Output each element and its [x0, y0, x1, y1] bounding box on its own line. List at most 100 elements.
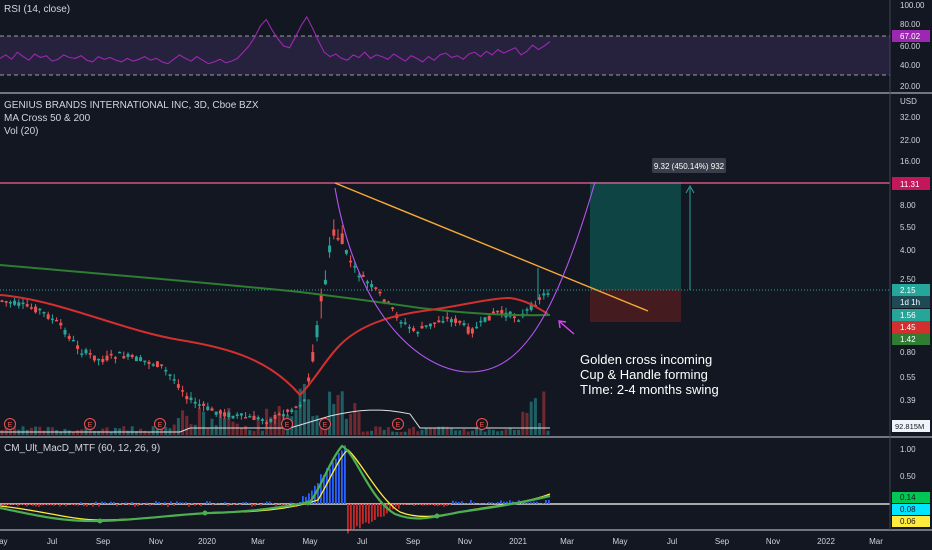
indicator-ma-cross[interactable]: MA Cross 50 & 200 — [4, 113, 91, 124]
macd-bar — [530, 502, 532, 504]
rsi-scale[interactable]: 100.00 80.00 60.00 40.00 20.00 — [900, 1, 925, 91]
candle-body — [218, 410, 222, 414]
indicator-volume[interactable]: Vol (20) — [4, 126, 39, 137]
candle-body — [479, 320, 483, 323]
macd-bar — [149, 504, 151, 506]
macd-bar — [53, 504, 55, 506]
candle-body — [21, 302, 25, 305]
candle-body — [168, 374, 172, 376]
candle-body — [164, 369, 168, 372]
price-tick: 0.39 — [900, 396, 916, 405]
volume-bar — [197, 407, 201, 435]
target-zone — [590, 182, 681, 290]
macd-bar — [143, 504, 145, 506]
volume-bar — [365, 431, 369, 435]
candle-body — [273, 414, 277, 420]
symbol-title[interactable]: GENIUS BRANDS INTERNATIONAL INC, 3D, Cbo… — [4, 100, 259, 111]
volume-bar — [218, 411, 222, 435]
earnings-marker — [84, 418, 96, 430]
macd-bar — [509, 500, 511, 504]
volume-bar — [202, 411, 206, 435]
macd-signal-line — [0, 449, 551, 521]
macd-bar — [398, 504, 400, 509]
macd-bar — [50, 504, 52, 506]
volume-bar — [529, 401, 533, 435]
macd-panel — [0, 444, 890, 534]
macd-bar — [257, 503, 259, 504]
rsi-value: 67.02 — [900, 32, 921, 41]
time-axis-label: 2020 — [198, 537, 216, 546]
macd-bar — [185, 502, 187, 504]
macd-bar — [395, 504, 397, 507]
macd-bar — [107, 503, 109, 504]
candle-body — [336, 237, 340, 240]
macd-bar — [98, 504, 100, 507]
macd-bar — [206, 501, 208, 504]
time-axis-label: Jul — [667, 537, 677, 546]
macd-bar — [173, 504, 175, 506]
candle-body — [210, 408, 214, 411]
macd-bar — [497, 502, 499, 504]
candle-body — [412, 328, 416, 331]
macd-bar — [188, 504, 190, 507]
macd-bar — [269, 501, 271, 504]
macd-title[interactable]: CM_Ult_MacD_MTF (60, 12, 26, 9) — [4, 443, 161, 454]
candle-body — [294, 406, 298, 408]
macd-bar — [542, 503, 544, 504]
candle-body — [206, 406, 210, 411]
candle-body — [378, 291, 382, 294]
volume-bar — [479, 427, 483, 435]
candle-body — [298, 404, 302, 407]
candle-body — [512, 316, 516, 319]
macd-bar — [263, 502, 265, 504]
volume-value: 92.815M — [895, 422, 924, 431]
macd-bar — [338, 452, 340, 504]
macd-bar — [347, 504, 349, 534]
volume-bar — [223, 417, 227, 435]
price-tick: 22.00 — [900, 136, 921, 145]
macd-bar — [503, 501, 505, 504]
volume-badge — [892, 420, 930, 432]
candle-body — [80, 353, 84, 355]
volume-bar — [357, 412, 361, 435]
candle-body — [370, 284, 374, 288]
candle-body — [63, 330, 67, 335]
macd-bar — [449, 504, 451, 506]
volume-bar — [420, 429, 424, 435]
volume-bar — [370, 430, 374, 435]
rsi-title[interactable]: RSI (14, close) — [4, 4, 71, 15]
macd-bar — [140, 502, 142, 504]
volume-bar — [50, 427, 54, 435]
price-tick: 16.00 — [900, 157, 921, 166]
macd-badge-1 — [892, 492, 930, 503]
price-scale[interactable]: USD 32.00 22.00 16.00 8.00 5.50 4.00 2.5… — [900, 97, 921, 405]
volume-bar — [244, 425, 248, 435]
volume-bar — [206, 427, 210, 435]
candle-body — [76, 345, 80, 349]
macd-badge-3 — [892, 516, 930, 527]
time-axis-label: Nov — [766, 537, 780, 546]
candle-body — [433, 322, 437, 324]
macd-bar — [491, 502, 493, 504]
volume-bar — [454, 430, 458, 435]
volume-bar — [151, 426, 155, 435]
time-axis-label: May — [612, 537, 627, 546]
candle-body — [59, 322, 63, 326]
candle-body — [546, 293, 550, 295]
time-axis[interactable]: May Jul Sep Nov 2020 Mar May Jul Sep Nov 2021 Mar Ma… — [0, 537, 883, 546]
macd-bar — [44, 504, 46, 505]
candle-body — [260, 419, 264, 421]
candle-body — [470, 328, 474, 334]
candle-body — [13, 300, 17, 305]
candle-body — [101, 358, 105, 362]
volume-bar — [403, 431, 407, 435]
volume-bar — [273, 419, 277, 435]
macd-scale[interactable]: 1.00 0.50 — [900, 445, 916, 481]
candle-body — [315, 325, 319, 338]
macd-bar — [191, 502, 193, 504]
macd-bar — [260, 504, 262, 506]
rsi-line — [0, 15, 551, 65]
volume-bar — [214, 425, 218, 435]
